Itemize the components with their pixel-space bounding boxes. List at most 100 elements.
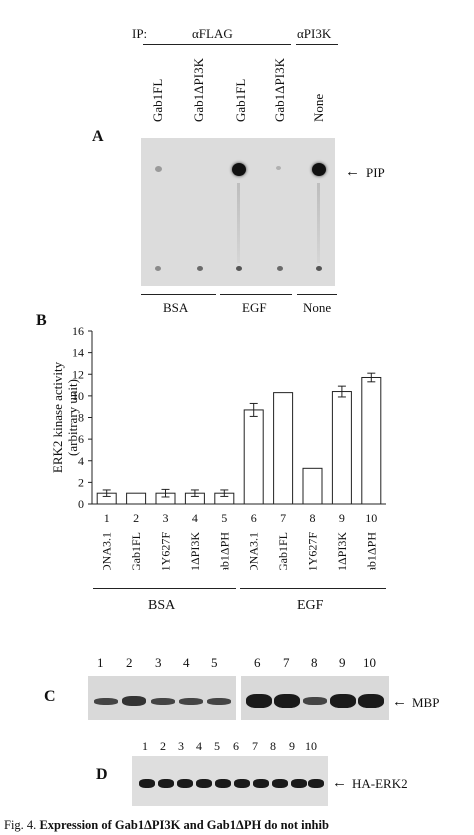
band-c-6 bbox=[246, 694, 272, 708]
panel-a-letter: A bbox=[92, 128, 104, 145]
y-tick-label-6: 12 bbox=[72, 367, 84, 381]
band-c-2 bbox=[122, 696, 146, 706]
tlc-plate bbox=[141, 138, 335, 286]
ha-erk2-arrow-icon: ← bbox=[332, 775, 347, 791]
construct-label-7: Gab1FL bbox=[276, 532, 290, 570]
group-rule-none bbox=[297, 294, 337, 295]
caption-text: Expression of Gab1ΔPI3K and Gab1ΔPH do n… bbox=[39, 818, 329, 832]
construct-label-1: pcDNA3.1 bbox=[100, 532, 114, 570]
origin-spot-4 bbox=[277, 266, 283, 271]
ip-pi3k-rule bbox=[296, 44, 338, 45]
construct-label-9: Gab1ΔPI3K bbox=[335, 532, 349, 570]
construct-label-5: Gab1ΔPH bbox=[217, 532, 231, 570]
category-label-7: 7 bbox=[280, 511, 286, 525]
lane-c-8: 8 bbox=[311, 655, 318, 670]
y-axis-label-line2: (arbitrary unit) bbox=[65, 379, 80, 456]
lane-a-3: Gab1FL bbox=[233, 78, 248, 122]
construct-label-8: Gab1Y627F bbox=[306, 532, 320, 570]
caption-fig: Fig. 4. bbox=[4, 818, 37, 832]
lane-a-5: None bbox=[311, 93, 326, 122]
y-tick-label-0: 0 bbox=[78, 497, 84, 511]
panel-d-letter: D bbox=[96, 766, 108, 783]
lane-a-4: Gab1ΔPI3K bbox=[272, 58, 287, 122]
lane-c-1: 1 bbox=[97, 655, 104, 670]
band-c-1 bbox=[94, 698, 118, 705]
category-label-5: 5 bbox=[221, 511, 227, 525]
category-label-10: 10 bbox=[365, 511, 377, 525]
band-c-10 bbox=[358, 694, 384, 708]
band-d-7 bbox=[253, 779, 269, 788]
figure-caption: Fig. 4. Expression of Gab1ΔPI3K and Gab1… bbox=[4, 818, 329, 833]
origin-spot-3 bbox=[236, 266, 242, 271]
band-c-4 bbox=[179, 698, 203, 705]
construct-label-3: Gab1Y627F bbox=[159, 532, 173, 570]
panel-c-letter: C bbox=[44, 688, 56, 705]
band-d-2 bbox=[158, 779, 174, 788]
pip-label: PIP bbox=[366, 165, 385, 180]
mbp-arrow-icon: ← bbox=[392, 694, 407, 710]
y-axis-label-line1: ERK2 kinase activity bbox=[50, 361, 65, 473]
band-c-5 bbox=[207, 698, 231, 705]
y-tick-label-3: 6 bbox=[78, 432, 84, 446]
y-tick-label-2: 4 bbox=[78, 454, 84, 468]
origin-spot-2 bbox=[197, 266, 203, 271]
y-tick-label-8: 16 bbox=[72, 324, 84, 338]
category-label-9: 9 bbox=[339, 511, 345, 525]
band-d-1 bbox=[139, 779, 155, 788]
ip-flag-label: αFLAG bbox=[192, 26, 233, 41]
category-label-1: 1 bbox=[104, 511, 110, 525]
lane-c-3: 3 bbox=[155, 655, 162, 670]
group-rule-bsa bbox=[141, 294, 216, 295]
y-tick-label-7: 14 bbox=[72, 346, 84, 360]
band-c-7 bbox=[274, 694, 300, 708]
streak-5 bbox=[317, 183, 320, 263]
ip-pi3k-label: αPI3K bbox=[297, 26, 332, 41]
gel-c-egf bbox=[241, 676, 389, 720]
pip-arrow-icon: ← bbox=[345, 164, 360, 180]
group-a-none: None bbox=[303, 300, 332, 315]
ha-erk2-label: HA-ERK2 bbox=[352, 776, 408, 791]
band-c-3 bbox=[151, 698, 175, 705]
band-d-4 bbox=[196, 779, 212, 788]
pip-spot-1 bbox=[155, 166, 162, 172]
band-d-9 bbox=[291, 779, 307, 788]
construct-label-4: Gab1ΔPI3K bbox=[188, 532, 202, 570]
lane-d-1: 1 bbox=[142, 739, 148, 753]
gel-c-bsa bbox=[88, 676, 236, 720]
pip-spot-5 bbox=[312, 163, 326, 176]
group-rule-b-egf bbox=[240, 588, 386, 589]
group-a-bsa: BSA bbox=[163, 300, 189, 315]
construct-label-6: pcDNA3.1 bbox=[247, 532, 261, 570]
y-tick-label-1: 2 bbox=[78, 475, 84, 489]
construct-label-10: Gab1ΔPH bbox=[364, 532, 378, 570]
lane-d-6: 6 bbox=[233, 739, 239, 753]
lane-d-9: 9 bbox=[289, 739, 295, 753]
mbp-label: MBP bbox=[412, 695, 440, 710]
lane-c-9: 9 bbox=[339, 655, 346, 670]
lane-c-5: 5 bbox=[211, 655, 218, 670]
category-label-6: 6 bbox=[251, 511, 257, 525]
band-d-3 bbox=[177, 779, 193, 788]
pip-spot-4 bbox=[276, 166, 281, 170]
lane-d-10: 10 bbox=[305, 739, 317, 753]
origin-spot-5 bbox=[316, 266, 322, 271]
lane-a-2: Gab1ΔPI3K bbox=[191, 58, 206, 122]
ip-label: IP: bbox=[132, 26, 148, 41]
lane-c-4: 4 bbox=[183, 655, 190, 670]
band-d-5 bbox=[215, 779, 231, 788]
lane-c-6: 6 bbox=[254, 655, 261, 670]
y-tick-label-4: 8 bbox=[78, 411, 84, 425]
construct-label-2: Gab1FL bbox=[129, 532, 143, 570]
band-d-8 bbox=[272, 779, 288, 788]
group-rule-b-bsa bbox=[93, 588, 236, 589]
bar-7 bbox=[273, 392, 294, 505]
group-rule-egf bbox=[220, 294, 292, 295]
gel-d bbox=[132, 756, 328, 806]
origin-spot-1 bbox=[155, 266, 161, 271]
streak-3 bbox=[237, 183, 240, 263]
bar-2 bbox=[126, 492, 147, 505]
bar-9 bbox=[331, 391, 352, 505]
ip-flag-rule bbox=[143, 44, 291, 45]
band-d-6 bbox=[234, 779, 250, 788]
